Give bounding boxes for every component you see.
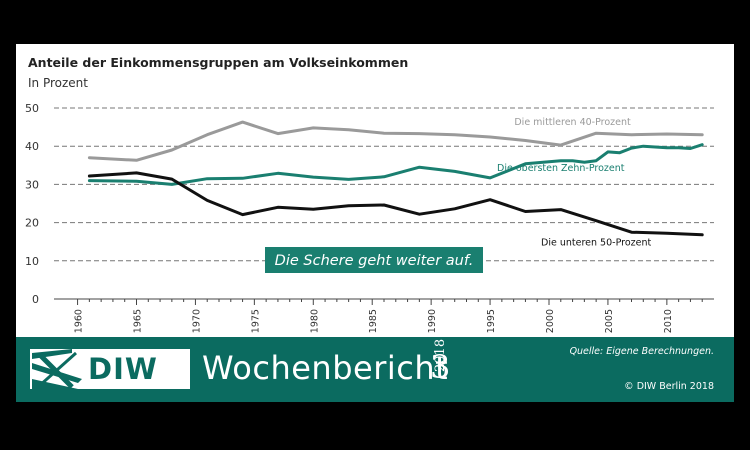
series-label: Die obersten Zehn-Prozent	[497, 163, 625, 174]
series-line	[87, 120, 704, 162]
x-tick-label: 1995	[486, 309, 497, 333]
chart-plot: 0 10 20 30 40 50 1960 1965 1970 1975 1980 1985 1990 1…	[25, 102, 714, 333]
y-tick-label: 50	[25, 102, 39, 115]
y-tick-label: 10	[25, 255, 39, 268]
annotation-text: Die Schere geht weiter auf.	[275, 253, 474, 269]
logo-text: DIW	[88, 352, 158, 386]
y-tick-label: 40	[25, 140, 39, 153]
x-tick-label: 1975	[250, 309, 261, 333]
x-tick-label: 1970	[191, 309, 202, 333]
x-tick-label: 1960	[74, 309, 85, 333]
chart-subtitle: In Prozent	[28, 76, 88, 90]
issue-number: 3	[430, 348, 451, 386]
x-tick-label: 1985	[368, 309, 379, 333]
source-note: Quelle: Eigene Berechnungen.	[569, 346, 714, 357]
x-tick-label: 2010	[663, 309, 674, 333]
y-tick-label: 30	[25, 178, 39, 191]
copyright-note: © DIW Berlin 2018	[624, 381, 714, 392]
diw-logo: DIW	[30, 349, 190, 389]
diw-logo-icon	[32, 349, 82, 389]
x-tick-label: 1990	[427, 309, 438, 333]
series-line	[87, 171, 704, 237]
x-tick-label: 2005	[604, 309, 615, 333]
publication-name: Wochenbericht	[202, 349, 449, 387]
chart-card: 0 10 20 30 40 50 1960 1965 1970 1975 1980 1985 1990 1…	[16, 44, 734, 402]
y-tick-label: 20	[25, 217, 39, 230]
x-tick-label: 2000	[545, 309, 556, 333]
annotation-box	[265, 247, 483, 273]
series-label: Die mittleren 40-Prozent	[514, 117, 631, 128]
chart-title: Anteile der Einkommensgruppen am Volksei…	[28, 55, 409, 70]
y-tick-label: 0	[32, 293, 39, 306]
x-tick-label: 1980	[309, 309, 320, 333]
series-label: Die unteren 50-Prozent	[541, 238, 651, 249]
issue-year: 2018	[433, 338, 448, 372]
footer-banner: DIW Wochenbericht 3 2018 Quelle: Eigene …	[16, 337, 734, 402]
x-tick-label: 1965	[133, 309, 144, 333]
series-line	[87, 143, 704, 186]
